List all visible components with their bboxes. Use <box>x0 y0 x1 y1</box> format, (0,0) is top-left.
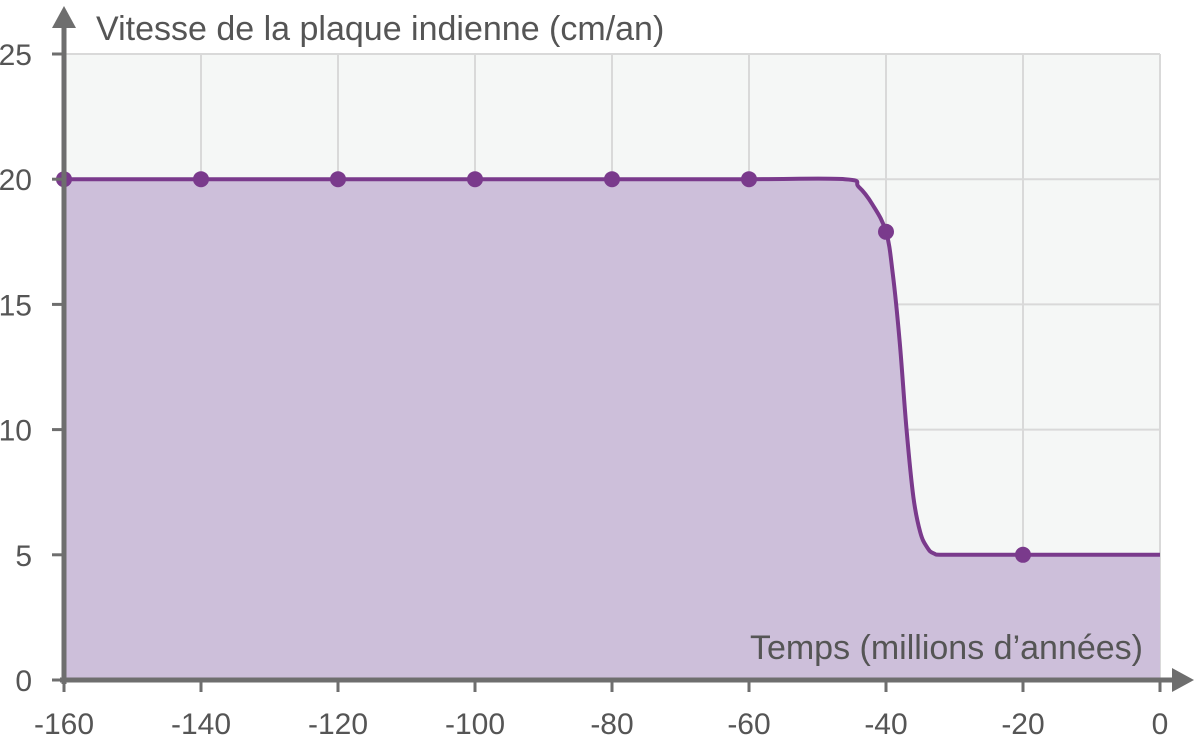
data-markers <box>56 171 1031 563</box>
data-point <box>193 171 209 188</box>
y-axis-label: Vitesse de la plaque indienne (cm/an) <box>96 10 664 48</box>
y-tick-label: 5 <box>15 540 32 573</box>
x-tick-label: -80 <box>590 708 633 741</box>
y-tick-label: 10 <box>0 415 32 448</box>
area-fill <box>64 178 1160 680</box>
y-axis-arrow <box>52 6 76 28</box>
axes <box>52 6 1194 692</box>
x-ticks: -160 -140 -120 -100 -80 -60 -40 -20 0 <box>34 680 1168 741</box>
x-tick-label: -20 <box>1001 708 1044 741</box>
data-point <box>604 171 620 188</box>
y-tick-label: 25 <box>0 39 32 72</box>
x-tick-label: -140 <box>171 708 231 741</box>
data-point <box>878 223 894 240</box>
y-tick-label: 15 <box>0 289 32 322</box>
x-tick-label: -100 <box>445 708 505 741</box>
y-ticks: 0 5 10 15 20 25 <box>0 39 64 698</box>
x-axis-label: Temps (millions d’années) <box>750 629 1143 667</box>
x-axis-arrow <box>1172 668 1194 692</box>
y-tick-label: 0 <box>15 665 32 698</box>
data-point <box>741 171 757 188</box>
x-tick-label: -60 <box>727 708 770 741</box>
data-point <box>467 171 483 188</box>
x-tick-label: -160 <box>34 708 94 741</box>
data-point <box>1015 546 1031 563</box>
x-tick-label: 0 <box>1152 708 1169 741</box>
data-point <box>330 171 346 188</box>
x-tick-label: -120 <box>308 708 368 741</box>
y-tick-label: 20 <box>0 164 32 197</box>
x-tick-label: -40 <box>864 708 907 741</box>
